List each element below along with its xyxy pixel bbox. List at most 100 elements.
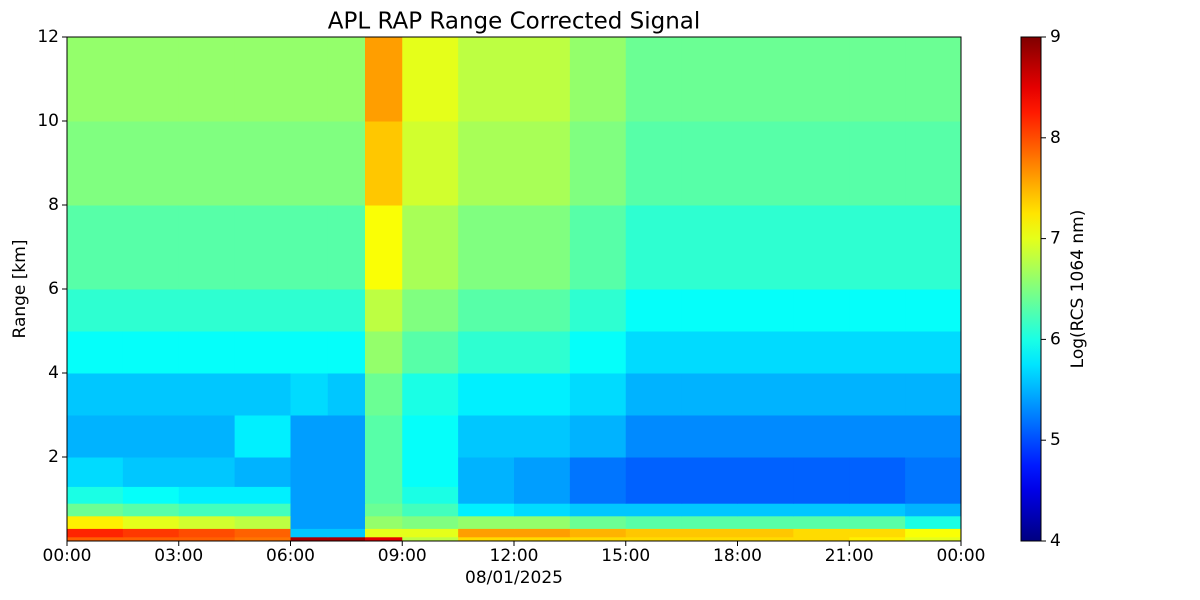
chart-title: APL RAP Range Corrected Signal — [328, 9, 701, 35]
x-tick-label: 00:00 — [937, 546, 986, 566]
heatmap-cell — [327, 536, 366, 542]
heatmap-cell — [737, 331, 794, 374]
heatmap-cell — [402, 415, 459, 458]
heatmap-cell — [737, 289, 794, 332]
heatmap-cell — [793, 528, 850, 538]
heatmap-cell — [365, 536, 403, 542]
heatmap-cell — [327, 331, 366, 374]
colorbar-tick-label: 9 — [1050, 27, 1061, 47]
heatmap-cell — [365, 486, 403, 504]
heatmap-cell — [514, 528, 571, 538]
heatmap-cell — [737, 457, 794, 487]
heatmap-cell — [290, 37, 329, 122]
heatmap-cell — [737, 205, 794, 290]
heatmap-cell — [793, 205, 850, 290]
heatmap-cell — [122, 331, 180, 374]
y-tick-label: 8 — [48, 195, 59, 215]
heatmap-cell — [793, 331, 850, 374]
heatmap-cell — [122, 486, 180, 504]
heatmap-cell — [67, 503, 124, 517]
heatmap-cell — [569, 37, 627, 122]
heatmap-cell — [849, 528, 906, 538]
heatmap-cell — [290, 331, 329, 374]
heatmap-cell — [67, 486, 124, 504]
heatmap-cell — [681, 415, 738, 458]
heatmap-cell — [458, 289, 515, 332]
heatmap-cell — [290, 289, 329, 332]
heatmap-cell — [67, 515, 124, 529]
heatmap-cell — [458, 457, 515, 487]
heatmap-cell — [905, 503, 962, 517]
heatmap-cell — [569, 528, 627, 538]
heatmap-cell — [178, 331, 236, 374]
heatmap-cell — [905, 37, 962, 122]
heatmap-cell — [67, 457, 124, 487]
y-axis-label: Range [km] — [10, 240, 30, 339]
heatmap-cell — [67, 37, 124, 122]
heatmap-cell — [122, 415, 180, 458]
heatmap-cell — [905, 205, 962, 290]
heatmap-cell — [625, 37, 683, 122]
y-tick-label: 6 — [48, 279, 59, 299]
heatmap-cell — [327, 205, 366, 290]
x-tick-label: 18:00 — [713, 546, 762, 566]
heatmap-cell — [365, 415, 403, 458]
heatmap-cell — [365, 373, 403, 416]
heatmap-cell — [793, 515, 850, 529]
y-tick-label: 2 — [48, 447, 59, 467]
heatmap-cell — [290, 486, 329, 504]
heatmap-cell — [681, 37, 738, 122]
heatmap-cell — [365, 457, 403, 487]
heatmap-cell — [793, 37, 850, 122]
heatmap-cell — [681, 486, 738, 504]
heatmap-cell — [290, 415, 329, 458]
colorbar-tick-label: 7 — [1050, 229, 1061, 249]
y-tick-label: 10 — [37, 111, 59, 131]
heatmap-cell — [178, 121, 236, 206]
heatmap-cell — [625, 503, 683, 517]
heatmap-cell — [569, 205, 627, 290]
heatmap-cell — [402, 486, 459, 504]
heatmap-cell — [122, 121, 180, 206]
colorbar-tick-label: 4 — [1050, 531, 1061, 551]
heatmap-cell — [849, 515, 906, 529]
heatmap-cell — [290, 528, 329, 538]
heatmap-cell — [122, 289, 180, 332]
heatmap-cell — [327, 121, 366, 206]
heatmap-cell — [514, 121, 571, 206]
heatmap-cell — [905, 289, 962, 332]
heatmap-cell — [290, 373, 329, 416]
heatmap-cell — [681, 205, 738, 290]
heatmap-cell — [569, 331, 627, 374]
heatmap-cell — [234, 121, 291, 206]
heatmap-cell — [905, 373, 962, 416]
heatmap-cell — [402, 37, 459, 122]
heatmap-cell — [402, 289, 459, 332]
heatmap-cell — [458, 536, 515, 542]
heatmap-cell — [458, 331, 515, 374]
heatmap-cell — [290, 457, 329, 487]
heatmap-cell — [365, 37, 403, 122]
heatmap-cell — [569, 121, 627, 206]
heatmap-cell — [178, 486, 236, 504]
heatmap-cell — [905, 121, 962, 206]
heatmap-cell — [458, 205, 515, 290]
heatmap-cell — [67, 331, 124, 374]
heatmap-cell — [681, 289, 738, 332]
heatmap-cell — [681, 457, 738, 487]
heatmap-cell — [905, 331, 962, 374]
x-tick-label: 06:00 — [266, 546, 315, 566]
heatmap-cell — [365, 528, 403, 538]
heatmap-cell — [402, 121, 459, 206]
heatmap-cell — [402, 503, 459, 517]
heatmap-cell — [122, 457, 180, 487]
heatmap-cell — [514, 515, 571, 529]
heatmap-cell — [327, 515, 366, 529]
heatmap-cell — [569, 415, 627, 458]
heatmap-cell — [569, 536, 627, 542]
heatmap-cell — [178, 205, 236, 290]
y-tick-label: 12 — [37, 27, 59, 47]
heatmap-cell — [234, 515, 291, 529]
heatmap-cell — [67, 415, 124, 458]
heatmap-cell — [681, 515, 738, 529]
